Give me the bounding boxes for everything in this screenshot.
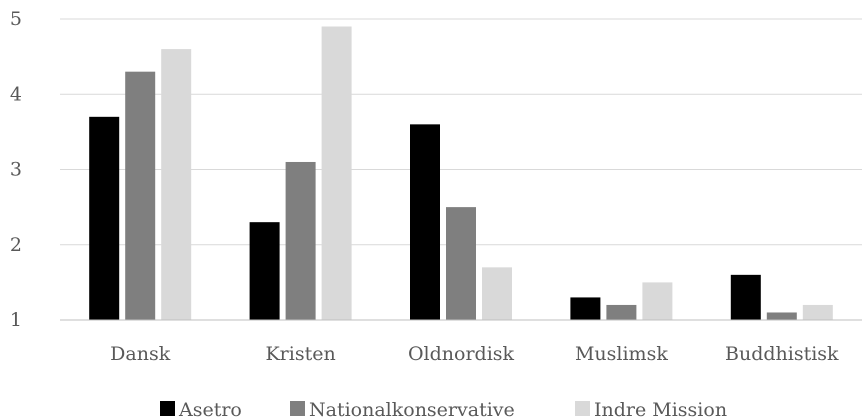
bar-indre-mission bbox=[161, 49, 192, 320]
legend: Asetro Nationalkonservative Indre Mission bbox=[160, 399, 727, 418]
y-tick-label: 3 bbox=[10, 159, 22, 181]
bar-asetro bbox=[249, 222, 280, 320]
legend-swatch bbox=[290, 401, 305, 416]
bars bbox=[89, 26, 833, 321]
y-tick-label: 4 bbox=[10, 83, 22, 105]
bar-indre-mission bbox=[802, 304, 833, 320]
category-label: Kristen bbox=[265, 343, 335, 365]
category-label: Muslimsk bbox=[575, 343, 668, 365]
bar-nationalkonservative bbox=[606, 304, 637, 320]
category-label: Oldnordisk bbox=[408, 343, 515, 365]
y-tick-label: 2 bbox=[10, 234, 22, 256]
legend-swatch bbox=[160, 401, 175, 416]
bar-indre-mission bbox=[482, 267, 512, 320]
bar-nationalkonservative bbox=[285, 161, 316, 320]
bar-indre-mission bbox=[321, 26, 352, 321]
legend-label: Asetro bbox=[178, 399, 242, 418]
legend-swatch bbox=[575, 401, 590, 416]
y-tick-label: 5 bbox=[10, 8, 22, 30]
bar-nationalkonservative bbox=[125, 71, 156, 320]
bar-asetro bbox=[410, 124, 440, 320]
bar-nationalkonservative bbox=[766, 312, 797, 320]
bar-nationalkonservative bbox=[446, 207, 476, 320]
bar-asetro bbox=[89, 116, 120, 320]
category-label: Dansk bbox=[110, 343, 171, 365]
y-tick-label: 1 bbox=[10, 309, 22, 331]
category-labels: Dansk Kristen Oldnordisk Muslimsk Buddhistis… bbox=[110, 343, 839, 365]
bar-indre-mission bbox=[642, 282, 673, 320]
bar-asetro bbox=[570, 297, 601, 320]
category-label: Buddhistisk bbox=[725, 343, 839, 365]
legend-label: Nationalkonservative bbox=[309, 399, 515, 418]
bar-asetro bbox=[730, 274, 761, 320]
y-axis-ticks: 1 2 3 4 5 bbox=[10, 8, 22, 331]
legend-label: Indre Mission bbox=[594, 399, 727, 418]
